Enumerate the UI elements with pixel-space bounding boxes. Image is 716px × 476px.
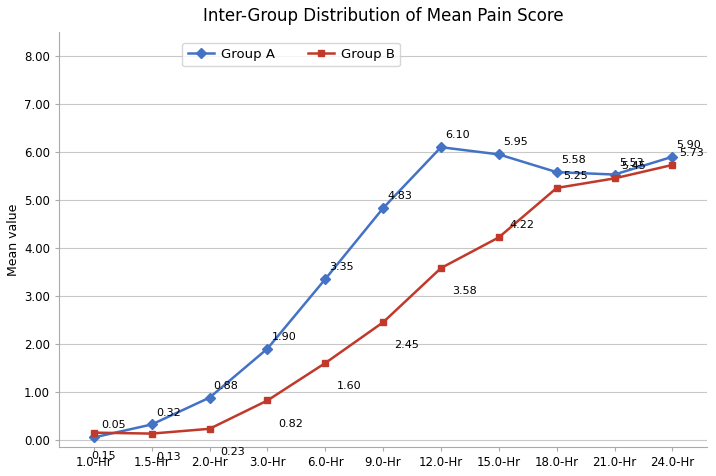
Group B <box>668 162 677 168</box>
Text: 1.90: 1.90 <box>271 332 296 342</box>
Text: 4.83: 4.83 <box>387 191 412 201</box>
Y-axis label: Mean value: Mean value <box>7 203 20 276</box>
Text: 0.23: 0.23 <box>221 447 246 457</box>
Text: 0.15: 0.15 <box>91 451 116 461</box>
Text: 0.32: 0.32 <box>156 407 180 417</box>
Group B <box>205 426 214 432</box>
Group A <box>263 346 271 352</box>
Text: 5.73: 5.73 <box>679 148 704 158</box>
Text: 5.25: 5.25 <box>563 171 589 181</box>
Group A <box>90 435 98 440</box>
Group B <box>263 397 271 403</box>
Group B <box>147 431 156 436</box>
Group A <box>610 172 619 178</box>
Text: 1.60: 1.60 <box>337 381 361 391</box>
Group B <box>610 176 619 181</box>
Text: 5.58: 5.58 <box>561 155 586 165</box>
Group A <box>437 144 445 150</box>
Text: 2.45: 2.45 <box>395 340 419 350</box>
Group B <box>552 185 561 191</box>
Group B <box>379 319 387 325</box>
Group B <box>90 430 98 436</box>
Group B <box>321 360 329 366</box>
Text: 3.35: 3.35 <box>329 262 354 272</box>
Text: 5.45: 5.45 <box>621 161 647 171</box>
Text: 0.13: 0.13 <box>156 452 180 462</box>
Text: 5.90: 5.90 <box>677 140 701 150</box>
Text: 0.88: 0.88 <box>213 381 238 391</box>
Title: Inter-Group Distribution of Mean Pain Score: Inter-Group Distribution of Mean Pain Sc… <box>203 7 563 25</box>
Text: 6.10: 6.10 <box>445 130 470 140</box>
Line: Group B: Group B <box>90 161 676 437</box>
Group A <box>379 205 387 211</box>
Group A <box>495 151 503 157</box>
Group B <box>437 265 445 271</box>
Text: 5.95: 5.95 <box>503 138 528 148</box>
Text: 3.58: 3.58 <box>452 286 477 296</box>
Group A <box>205 395 214 400</box>
Legend: Group A, Group B: Group A, Group B <box>183 43 400 66</box>
Group A <box>552 169 561 175</box>
Group A <box>321 276 329 282</box>
Text: 4.22: 4.22 <box>510 220 535 230</box>
Line: Group A: Group A <box>90 144 676 441</box>
Group A <box>668 154 677 159</box>
Text: 0.05: 0.05 <box>101 420 125 430</box>
Group B <box>495 235 503 240</box>
Group A <box>147 422 156 427</box>
Text: 0.82: 0.82 <box>279 418 304 428</box>
Text: 5.53: 5.53 <box>619 158 643 168</box>
